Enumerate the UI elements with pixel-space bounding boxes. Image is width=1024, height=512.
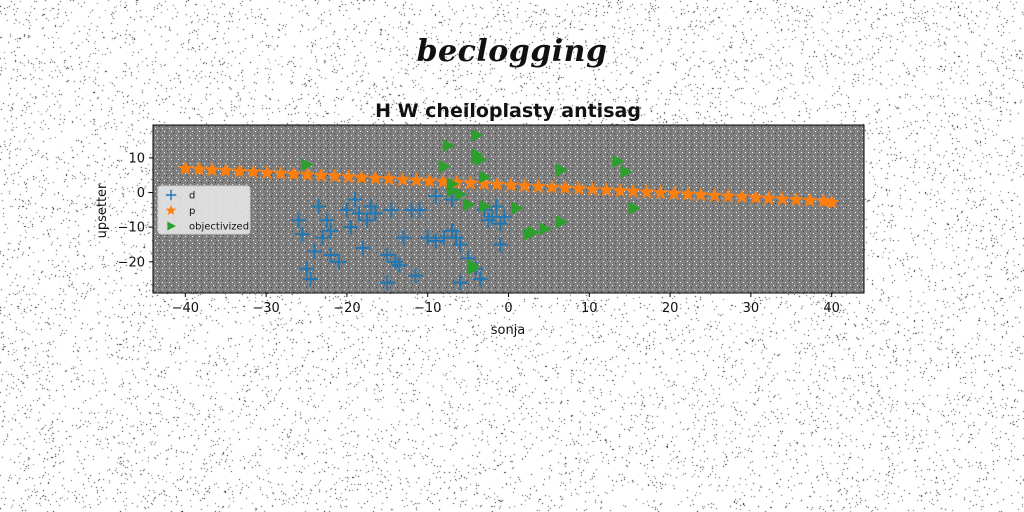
x-tick-label: 30 bbox=[743, 301, 760, 316]
x-axis-ticks: −40 −30 −20 −10 0 10 20 30 40 bbox=[172, 293, 840, 316]
x-tick-label: −30 bbox=[252, 301, 279, 316]
y-tick-label: 10 bbox=[128, 151, 145, 166]
x-tick-label: 40 bbox=[823, 301, 840, 316]
legend-label-p: p bbox=[189, 206, 195, 217]
x-axis-label: sonja bbox=[491, 323, 526, 338]
y-axis-label: upsetter bbox=[95, 183, 110, 238]
x-tick-label: 20 bbox=[662, 301, 679, 316]
legend-label-d: d bbox=[189, 191, 195, 202]
x-tick-label: −40 bbox=[172, 301, 199, 316]
y-axis-ticks: −20 −10 0 10 bbox=[118, 151, 153, 270]
legend-label-objectivized: objectivized bbox=[189, 222, 249, 233]
x-tick-label: −10 bbox=[414, 301, 441, 316]
plot-area bbox=[153, 125, 864, 293]
x-tick-label: −20 bbox=[333, 301, 360, 316]
y-tick-label: −20 bbox=[118, 255, 145, 270]
y-tick-label: −10 bbox=[118, 221, 145, 236]
legend: dp objectivized bbox=[158, 186, 250, 234]
x-tick-label: 10 bbox=[581, 301, 598, 316]
chart-title: H W cheiloplasty antisag bbox=[375, 100, 641, 122]
x-tick-label: 0 bbox=[504, 301, 512, 316]
y-tick-label: 0 bbox=[137, 186, 145, 201]
